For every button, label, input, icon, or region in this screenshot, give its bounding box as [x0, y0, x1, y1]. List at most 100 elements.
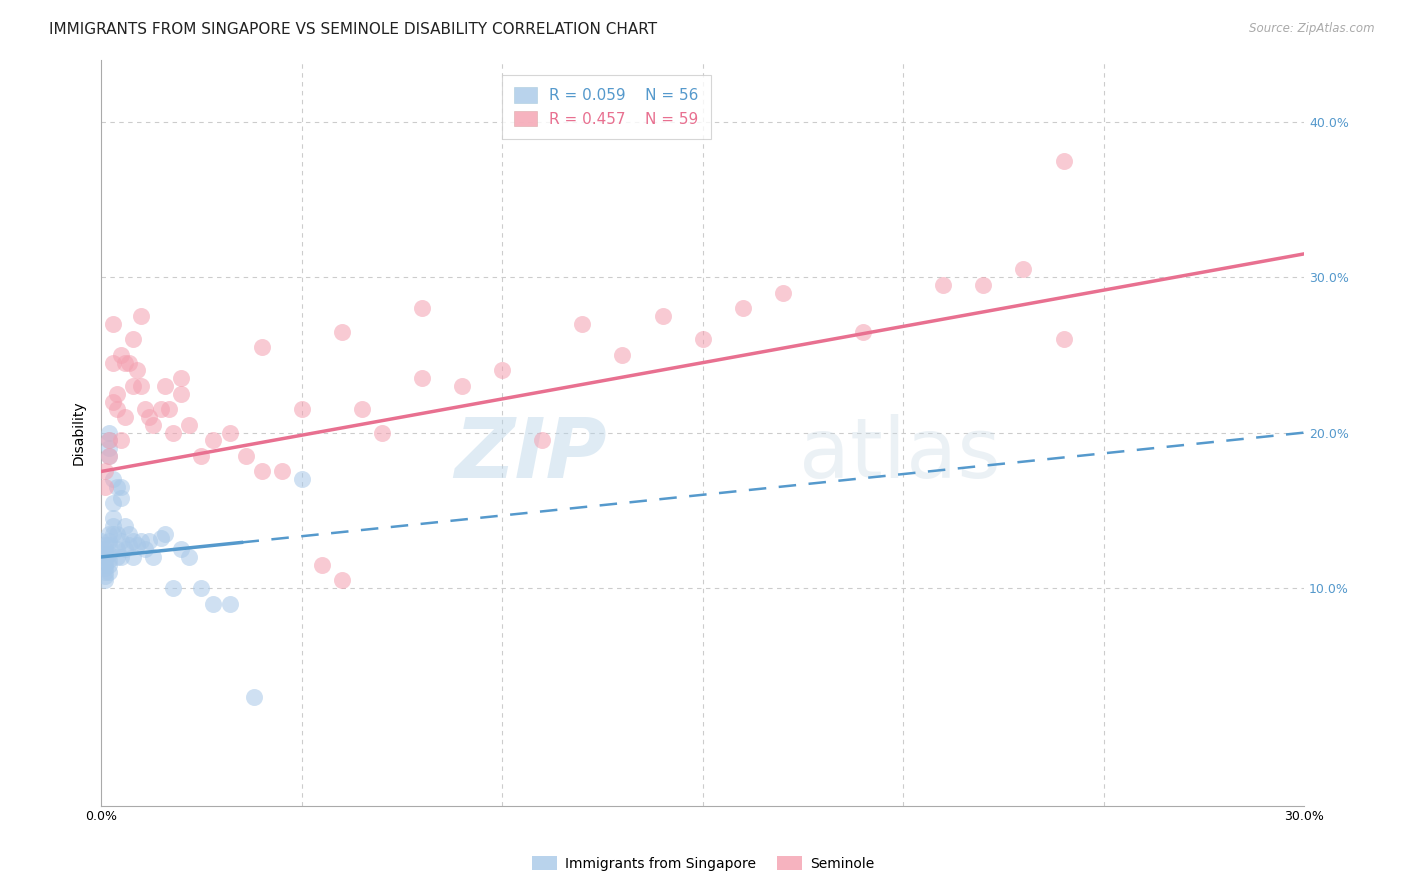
- Point: [94, 542, 117, 557]
- Point: [651, 309, 673, 323]
- Point: [103, 519, 125, 533]
- Point: [94, 574, 117, 588]
- Point: [162, 581, 184, 595]
- Point: [411, 301, 433, 316]
- Point: [103, 317, 125, 331]
- Point: [122, 379, 145, 393]
- Point: [291, 402, 314, 417]
- Point: [772, 285, 794, 300]
- Point: [94, 568, 117, 582]
- Point: [94, 566, 117, 580]
- Point: [114, 542, 136, 557]
- Point: [103, 526, 125, 541]
- Point: [270, 465, 292, 479]
- Point: [98, 425, 121, 440]
- Point: [170, 371, 193, 385]
- Text: Source: ZipAtlas.com: Source: ZipAtlas.com: [1250, 22, 1375, 36]
- Point: [134, 402, 156, 417]
- Point: [98, 526, 121, 541]
- Point: [150, 402, 173, 417]
- Point: [127, 363, 149, 377]
- Point: [114, 410, 136, 425]
- Point: [98, 537, 121, 551]
- Point: [1052, 332, 1074, 346]
- Point: [451, 379, 474, 393]
- Point: [98, 449, 121, 463]
- Point: [105, 386, 128, 401]
- Point: [122, 534, 145, 549]
- Point: [105, 526, 128, 541]
- Point: [114, 519, 136, 533]
- Point: [103, 472, 125, 486]
- Point: [122, 549, 145, 564]
- Point: [98, 434, 121, 448]
- Text: ZIP: ZIP: [454, 415, 606, 495]
- Point: [571, 317, 593, 331]
- Point: [105, 549, 128, 564]
- Point: [98, 449, 121, 463]
- Point: [110, 348, 132, 362]
- Point: [131, 309, 153, 323]
- Point: [98, 553, 121, 567]
- Point: [350, 402, 373, 417]
- Point: [242, 690, 264, 704]
- Point: [98, 434, 121, 448]
- Point: [103, 495, 125, 509]
- Point: [98, 566, 121, 580]
- Y-axis label: Disability: Disability: [72, 401, 86, 465]
- Point: [94, 553, 117, 567]
- Point: [1052, 153, 1074, 168]
- Point: [190, 581, 212, 595]
- Point: [235, 449, 257, 463]
- Point: [142, 417, 165, 432]
- Point: [118, 537, 141, 551]
- Point: [103, 356, 125, 370]
- Point: [330, 325, 353, 339]
- Point: [94, 547, 117, 561]
- Point: [531, 434, 554, 448]
- Point: [98, 547, 121, 561]
- Point: [98, 558, 121, 572]
- Point: [142, 549, 165, 564]
- Point: [114, 356, 136, 370]
- Point: [131, 379, 153, 393]
- Legend: Immigrants from Singapore, Seminole: Immigrants from Singapore, Seminole: [526, 851, 880, 876]
- Point: [202, 434, 225, 448]
- Point: [94, 465, 117, 479]
- Point: [330, 574, 353, 588]
- Point: [103, 511, 125, 525]
- Point: [103, 394, 125, 409]
- Point: [110, 549, 132, 564]
- Point: [98, 441, 121, 455]
- Point: [138, 534, 160, 549]
- Point: [90, 534, 112, 549]
- Point: [250, 340, 273, 354]
- Point: [157, 402, 180, 417]
- Point: [731, 301, 754, 316]
- Point: [150, 531, 173, 545]
- Point: [250, 465, 273, 479]
- Point: [1012, 262, 1035, 277]
- Point: [311, 558, 333, 572]
- Point: [218, 425, 240, 440]
- Point: [110, 534, 132, 549]
- Point: [612, 348, 634, 362]
- Point: [118, 356, 141, 370]
- Point: [852, 325, 875, 339]
- Point: [94, 561, 117, 575]
- Point: [491, 363, 513, 377]
- Text: IMMIGRANTS FROM SINGAPORE VS SEMINOLE DISABILITY CORRELATION CHART: IMMIGRANTS FROM SINGAPORE VS SEMINOLE DI…: [49, 22, 658, 37]
- Point: [105, 402, 128, 417]
- Point: [122, 332, 145, 346]
- Point: [190, 449, 212, 463]
- Point: [94, 480, 117, 494]
- Point: [155, 379, 177, 393]
- Point: [170, 386, 193, 401]
- Point: [291, 472, 314, 486]
- Point: [411, 371, 433, 385]
- Point: [98, 534, 121, 549]
- Point: [90, 549, 112, 564]
- Point: [170, 542, 193, 557]
- Point: [94, 558, 117, 572]
- Point: [179, 549, 201, 564]
